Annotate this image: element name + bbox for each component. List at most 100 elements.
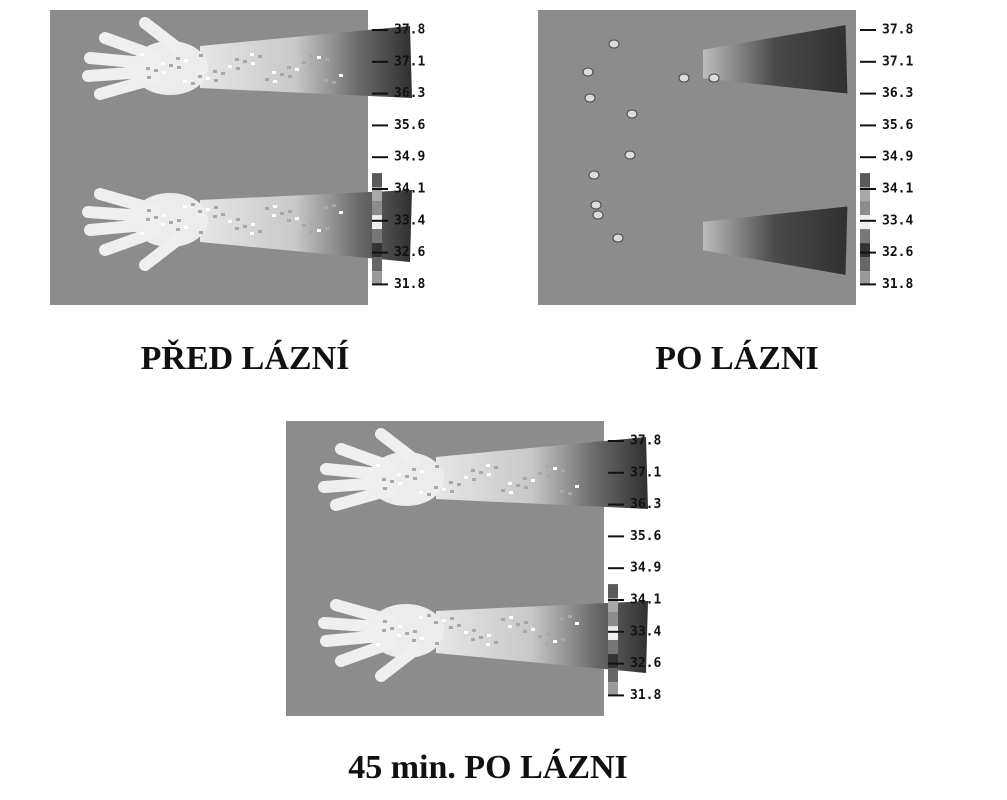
speckle [560, 490, 564, 493]
speckle [258, 230, 262, 233]
speckle [486, 464, 490, 467]
speckle [545, 642, 549, 645]
speckle [494, 466, 498, 469]
speckle [302, 61, 306, 64]
speckle [191, 203, 195, 206]
speckle [177, 66, 181, 69]
hand [318, 428, 648, 511]
spot [624, 150, 636, 160]
color-bar [372, 173, 382, 188]
speckle [199, 231, 203, 234]
speckle [420, 470, 424, 473]
speckle [472, 629, 476, 632]
speckle [280, 73, 284, 76]
speckle [382, 478, 386, 481]
thumb [375, 643, 422, 682]
speckle [427, 614, 431, 617]
color-bar [860, 243, 870, 258]
speckle [376, 643, 380, 646]
scale-label: 36.3 [394, 86, 425, 101]
speckle [538, 635, 542, 638]
speckle [325, 58, 329, 61]
speckle [287, 219, 291, 222]
finger [318, 617, 397, 634]
speckle [339, 74, 343, 77]
speckle [464, 631, 468, 634]
speckle [413, 477, 417, 480]
finger [99, 226, 161, 256]
speckle [184, 59, 188, 62]
speckle [184, 226, 188, 229]
speckle [161, 62, 165, 65]
speckle [250, 53, 254, 56]
speckle [295, 68, 299, 71]
speckle [147, 209, 151, 212]
speckle [413, 630, 417, 633]
speckle [177, 219, 181, 222]
scale-label: 31.8 [394, 277, 425, 292]
spot [708, 73, 720, 83]
speckle [405, 632, 409, 635]
speckle [213, 215, 217, 218]
speckle [206, 77, 210, 80]
speckle [472, 478, 476, 481]
speckle [494, 641, 498, 644]
speckle [523, 477, 527, 480]
scale-label: 37.1 [630, 465, 661, 480]
speckle [199, 54, 203, 57]
speckle [198, 210, 202, 213]
finger [99, 32, 161, 62]
speckle [221, 213, 225, 216]
speckle [243, 60, 247, 63]
speckle [310, 63, 314, 66]
speckle [449, 481, 453, 484]
color-bar [608, 682, 618, 697]
speckle [214, 79, 218, 82]
speckle [162, 71, 166, 74]
speckle [191, 82, 195, 85]
speckle [383, 487, 387, 490]
finger [84, 52, 161, 70]
scale-label: 34.1 [630, 593, 661, 608]
speckle [575, 485, 579, 488]
speckle [471, 638, 475, 641]
speckle [434, 621, 438, 624]
speckle [221, 72, 225, 75]
speckle [449, 626, 453, 629]
speckle [568, 492, 572, 495]
speckle [412, 468, 416, 471]
color-bar [608, 640, 618, 655]
color-bar [860, 215, 870, 230]
scale-label: 36.3 [882, 86, 913, 101]
speckle [450, 617, 454, 620]
panel: 37.8 37.1 36.3 35.6 34.9 34.1 33.4 32.6 31.8 PO L… [538, 10, 913, 377]
speckle [272, 214, 276, 217]
speckle [325, 227, 329, 230]
finger [330, 599, 397, 627]
speckle [251, 223, 255, 226]
speckle [487, 473, 491, 476]
speckle [332, 81, 336, 84]
speckle [183, 205, 187, 208]
scale-label: 32.6 [630, 656, 661, 671]
speckle [235, 58, 239, 61]
speckle [553, 467, 557, 470]
scale-label: 33.4 [630, 624, 661, 639]
color-bar [608, 668, 618, 683]
speckle [273, 205, 277, 208]
speckle [310, 222, 314, 225]
speckle [450, 490, 454, 493]
scale-label: 37.1 [882, 54, 913, 69]
color-bar [608, 598, 618, 613]
thumb [375, 428, 422, 467]
finger [330, 483, 397, 511]
speckle [287, 66, 291, 69]
color-bar [372, 229, 382, 244]
panel: 37.8 37.1 36.3 35.6 34.9 34.1 33.4 32.6 31.8 PŘED… [50, 10, 425, 377]
speckle [501, 489, 505, 492]
speckle [213, 70, 217, 73]
hand [318, 599, 648, 682]
scale-label: 34.9 [882, 150, 913, 165]
speckle [154, 216, 158, 219]
scale-label: 36.3 [630, 497, 661, 512]
